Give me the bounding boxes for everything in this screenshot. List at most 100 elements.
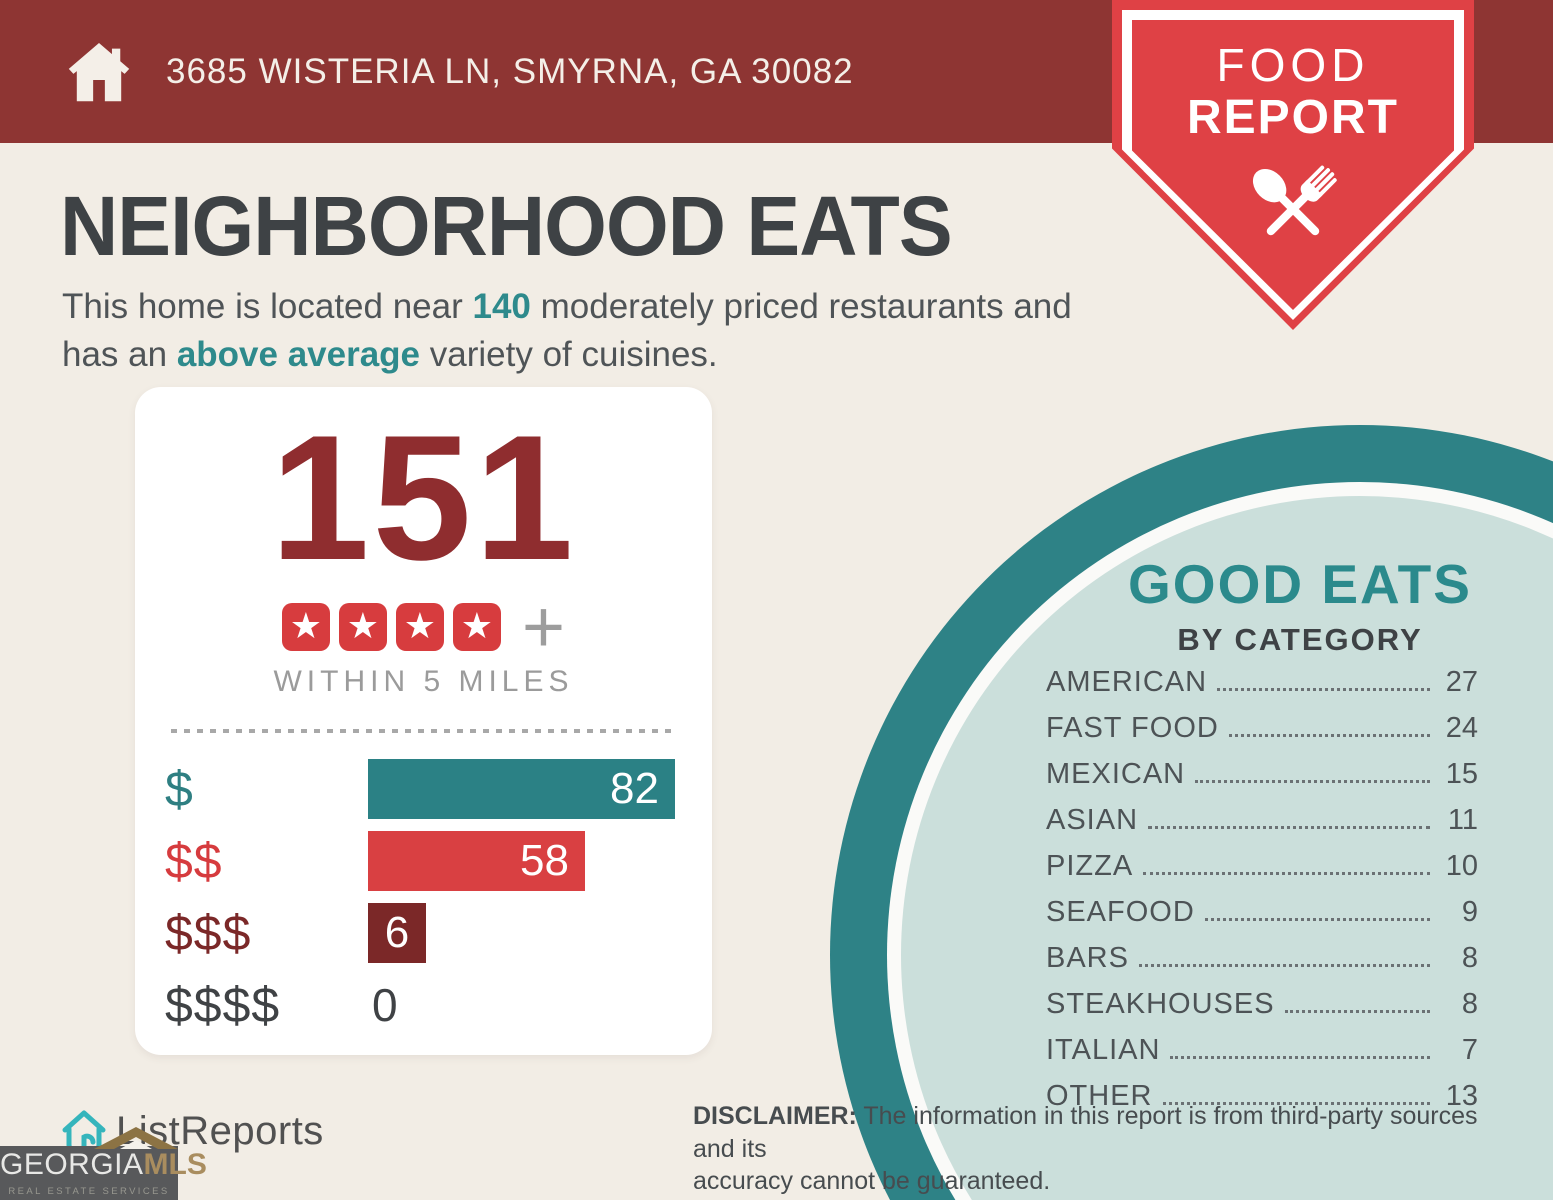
disclaimer-label: DISCLAIMER: — [693, 1102, 857, 1130]
price-label: $$ — [165, 833, 223, 889]
star-icon: ★ — [281, 603, 330, 651]
intro-line2: has an above average variety of cuisines… — [62, 331, 1072, 379]
radius-label: WITHIN 5 MILES — [273, 665, 574, 698]
intro-paragraph: This home is located near 140 moderately… — [62, 283, 1072, 380]
category-label: BARS — [1046, 942, 1129, 974]
variety-highlight: above average — [176, 335, 421, 375]
disclaimer-line1: DISCLAIMER: The information in this repo… — [693, 1100, 1513, 1165]
intro-text: has an — [62, 335, 177, 375]
category-value: 11 — [1447, 804, 1478, 836]
category-label: ITALIAN — [1046, 1034, 1161, 1066]
bar-row: $$ 58 — [165, 831, 712, 891]
category-row: MEXICAN 15 — [1046, 758, 1478, 791]
disclaimer-text: DISCLAIMER: The information in this repo… — [693, 1100, 1513, 1198]
georgia-mls-logo: GEORGIAMLS REAL ESTATE SERVICES — [0, 1127, 207, 1200]
price-bar-chart: $82 $$ 58 $$$ 6 $$$$ 0 — [135, 759, 712, 1035]
category-value: 13 — [1445, 1080, 1478, 1112]
georgia-mls-wordmark: GEORGIAMLS — [0, 1148, 207, 1186]
good-eats-subtitle: BY CATEGORY — [1177, 622, 1423, 657]
home-icon — [68, 42, 130, 101]
category-value: 7 — [1461, 1034, 1478, 1066]
bar-row: $$$ 6 — [165, 903, 712, 963]
category-row: FAST FOOD 24 — [1046, 712, 1478, 745]
star-rating: ★ ★ ★ ★ + — [135, 585, 712, 668]
bar-value: 82 — [610, 764, 659, 813]
crossed-utensils-icon — [1252, 165, 1337, 236]
category-leader — [1138, 963, 1430, 967]
category-row: ASIAN 11 — [1046, 804, 1478, 837]
category-row: BARS 8 — [1046, 942, 1478, 975]
bar-value: 0 — [372, 979, 398, 1031]
bar-value: 58 — [520, 836, 569, 885]
star-glyph: ★ — [346, 605, 380, 646]
category-label: MEXICAN — [1046, 758, 1186, 790]
intro-line1: This home is located near 140 moderately… — [62, 283, 1072, 331]
category-label: STEAKHOUSES — [1046, 988, 1275, 1020]
bar: 82 — [368, 759, 675, 819]
star-glyph: ★ — [289, 605, 323, 646]
category-label: PIZZA — [1046, 850, 1134, 882]
bar-zone: 82 — [368, 759, 675, 819]
intro-text: variety of cuisines. — [420, 335, 718, 375]
intro-text: moderately priced restaurants and — [530, 287, 1072, 326]
star-glyph: ★ — [403, 605, 437, 646]
star-glyph: ★ — [460, 605, 494, 646]
category-row: STEAKHOUSES 8 — [1046, 988, 1478, 1021]
bar-row: $82 — [165, 759, 712, 819]
good-eats-title: GOOD EATS — [1128, 553, 1472, 615]
category-leader — [1143, 871, 1430, 875]
bar-zone: 6 — [368, 903, 675, 963]
star-icon: ★ — [338, 603, 387, 651]
dashed-divider — [171, 729, 676, 733]
bar: 58 — [368, 831, 585, 891]
plus-icon: + — [521, 585, 566, 668]
category-leader — [1162, 1101, 1430, 1105]
category-value: 27 — [1445, 666, 1478, 698]
category-leader — [1217, 687, 1430, 691]
category-value: 9 — [1461, 896, 1478, 928]
category-row: PIZZA 10 — [1046, 850, 1478, 883]
bar-value: 6 — [384, 908, 410, 957]
category-value: 8 — [1461, 942, 1478, 974]
category-leader — [1170, 1055, 1430, 1059]
category-row: AMERICAN 27 — [1046, 666, 1478, 699]
bar-zone: 0 — [368, 975, 675, 1035]
category-label: AMERICAN — [1046, 666, 1208, 698]
roof-icon — [94, 1127, 178, 1149]
georgia-mls-tagline: REAL ESTATE SERVICES — [8, 1186, 170, 1197]
price-label: $ — [165, 761, 194, 817]
category-list: AMERICAN 27 FAST FOOD 24 MEXICAN 15 ASIAN 11 PIZ… — [1046, 666, 1478, 1126]
georgia-text: GEORGIA — [0, 1148, 144, 1181]
restaurant-summary-card: 151 ★ ★ ★ ★ + WITHIN 5 MILES $82 $$ 58 $$$ 6 $$$$… — [135, 387, 712, 1055]
category-row: SEAFOOD 9 — [1046, 896, 1478, 929]
category-label: ASIAN — [1046, 804, 1139, 836]
category-label: SEAFOOD — [1046, 896, 1195, 928]
bar: 6 — [368, 903, 426, 963]
category-label: FAST FOOD — [1046, 712, 1219, 744]
category-leader — [1284, 1009, 1430, 1013]
listreports-wordmark: ListReports — [116, 1108, 324, 1153]
category-leader — [1195, 779, 1430, 783]
restaurant-count-highlight: 140 — [472, 287, 531, 326]
category-value: 24 — [1445, 712, 1478, 744]
category-leader — [1228, 733, 1430, 737]
listreports-logo: ListReports — [60, 1107, 324, 1155]
disclaimer-line2: accuracy cannot be guaranteed. — [693, 1167, 1051, 1195]
ribbon-title-line2: REPORT — [1186, 91, 1399, 144]
category-value: 15 — [1445, 758, 1478, 790]
category-row: OTHER 13 — [1046, 1080, 1478, 1113]
category-leader — [1204, 917, 1430, 921]
star-icon: ★ — [395, 603, 444, 651]
mls-text: MLS — [143, 1148, 207, 1181]
good-eats-header: GOOD EATS BY CATEGORY — [1060, 552, 1540, 658]
category-label: OTHER — [1046, 1080, 1153, 1112]
intro-text: This home is located near — [62, 287, 473, 326]
total-restaurant-count: 151 — [270, 398, 577, 597]
bar-zone: 58 — [368, 831, 675, 891]
property-address: 3685 WISTERIA LN, SMYRNA, GA 30082 — [166, 51, 854, 91]
star-icon: ★ — [452, 603, 501, 651]
category-row: ITALIAN 7 — [1046, 1034, 1478, 1067]
price-label: $$$ — [165, 905, 252, 961]
price-label: $$$$ — [165, 977, 281, 1033]
